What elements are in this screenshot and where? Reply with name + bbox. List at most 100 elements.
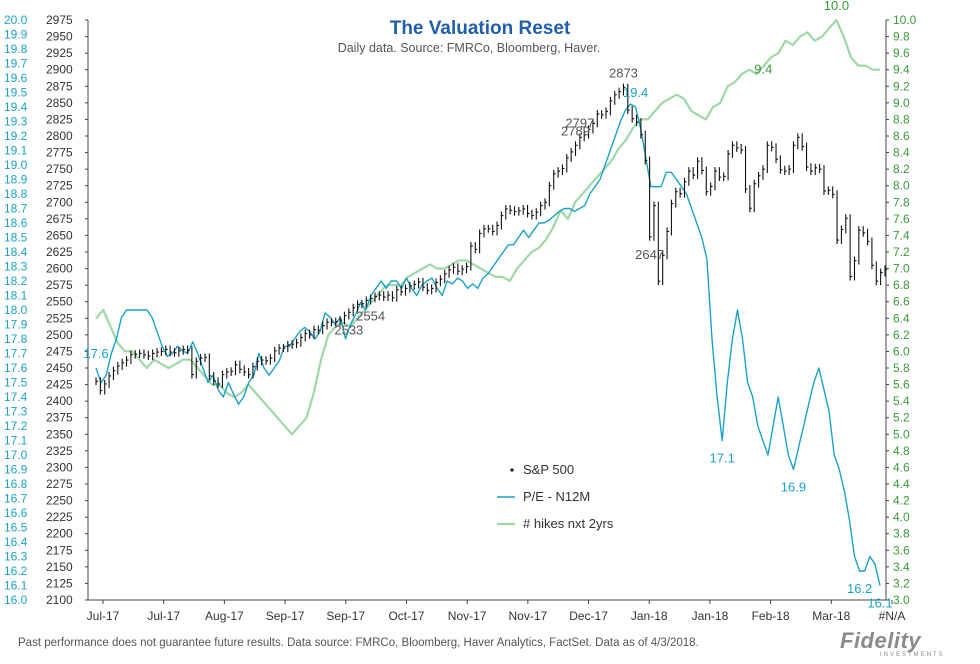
- left-axis-tick-label: 16.9: [4, 463, 28, 477]
- middle-axis-tick-label: 2100: [46, 593, 73, 607]
- right-axis-tick-label: 6.6: [893, 295, 910, 309]
- annotation-label: 16.9: [781, 480, 806, 495]
- middle-axis-tick-label: 2350: [46, 427, 73, 441]
- middle-axis-tick-label: 2750: [46, 162, 73, 176]
- left-axis-tick-label: 19.7: [4, 57, 28, 71]
- right-axis-tick-label: 5.8: [893, 361, 910, 375]
- left-axis-tick-label: 16.4: [4, 535, 28, 549]
- middle-axis-tick-label: 2575: [46, 278, 73, 292]
- left-axis-tick-label: 18.4: [4, 245, 28, 259]
- right-axis-tick-label: 7.0: [893, 262, 910, 276]
- left-axis-tick-label: 17.5: [4, 376, 28, 390]
- annotation-label: 17.1: [710, 451, 735, 466]
- pe-series-line: [95, 103, 881, 586]
- left-axis-tick-label: 17.7: [4, 347, 28, 361]
- right-axis-tick-label: 5.6: [893, 378, 910, 392]
- chart-subtitle: Daily data. Source: FMRCo, Bloomberg, Ha…: [338, 41, 601, 55]
- right-axis-tick-label: 4.0: [893, 510, 910, 524]
- left-axis-tick-label: 16.1: [4, 579, 28, 593]
- left-axis-tick-label: 18.7: [4, 202, 28, 216]
- right-axis-tick-label: 6.8: [893, 278, 910, 292]
- x-axis-tick-label: Dec-17: [569, 609, 608, 623]
- right-axis-tick-label: 9.4: [893, 63, 910, 77]
- middle-axis-tick-label: 2675: [46, 212, 73, 226]
- annotation-label: 2533: [334, 322, 363, 337]
- x-axis-tick-label: Sep-17: [266, 609, 305, 623]
- right-axis-tick-label: 9.8: [893, 30, 910, 44]
- right-axis-tick-label: 5.0: [893, 427, 910, 441]
- middle-axis-tick-label: 2625: [46, 245, 73, 259]
- x-axis-tick-label: Aug-17: [205, 609, 244, 623]
- legend: S&P 500 P/E - N12M # hikes nxt 2yrs: [497, 462, 614, 531]
- left-axis-tick-label: 18.3: [4, 260, 28, 274]
- middle-axis-tick-label: 2825: [46, 112, 73, 126]
- x-axis-tick-label: Jul-17: [87, 609, 120, 623]
- middle-axis-tick-label: 2500: [46, 328, 73, 342]
- left-axis-tick-label: 17.3: [4, 405, 28, 419]
- annotation-label: 9.4: [754, 62, 772, 77]
- left-axis-tick-label: 16.2: [4, 564, 28, 578]
- middle-axis-tick-label: 2300: [46, 460, 73, 474]
- middle-axis-tick-label: 2450: [46, 361, 73, 375]
- right-axis-tick-label: 8.6: [893, 129, 910, 143]
- middle-axis-tick-label: 2850: [46, 96, 73, 110]
- left-axis-tick-label: 19.4: [4, 100, 28, 114]
- fidelity-logo-subtext: INVESTMENTS: [880, 652, 945, 658]
- right-axis-tick-label: 10.0: [893, 13, 917, 27]
- annotation-label: 2789: [561, 123, 590, 138]
- middle-axis-tick-label: 2650: [46, 228, 73, 242]
- right-axis-tick-label: 8.0: [893, 179, 910, 193]
- left-axis-tick-label: 16.6: [4, 506, 28, 520]
- right-axis-tick-label: 3.4: [893, 560, 910, 574]
- right-axis-tick-label: 4.4: [893, 477, 910, 491]
- x-axis-tick-label: Jan-18: [631, 609, 668, 623]
- left-axis-tick-label: 18.5: [4, 231, 28, 245]
- middle-axis-tick-label: 2975: [46, 13, 73, 27]
- x-axis-tick-label: Sep-17: [326, 609, 365, 623]
- right-axis-tick-label: 9.2: [893, 79, 910, 93]
- left-axis-tick-label: 19.3: [4, 115, 28, 129]
- middle-axis-tick-label: 2475: [46, 344, 73, 358]
- x-axis-tick-label: Oct-17: [388, 609, 424, 623]
- right-axis-tick-label: 6.4: [893, 311, 910, 325]
- left-axis-tick-label: 17.4: [4, 390, 28, 404]
- left-axis-tick-label: 19.2: [4, 129, 28, 143]
- right-axis-tick-label: 4.2: [893, 494, 910, 508]
- left-axis-tick-label: 17.2: [4, 419, 28, 433]
- middle-axis-tick-label: 2700: [46, 195, 73, 209]
- middle-axis-tick-label: 2175: [46, 543, 73, 557]
- spx-series: [95, 83, 887, 395]
- legend-swatch-spx: [510, 468, 514, 472]
- left-axis-tick-label: 17.8: [4, 332, 28, 346]
- left-axis-tick-label: 20.0: [4, 13, 28, 27]
- middle-axis-tick-label: 2225: [46, 510, 73, 524]
- x-axis-tick-label: #N/A: [879, 609, 906, 623]
- right-axis-tick-label: 6.2: [893, 328, 910, 342]
- middle-axis-tick-label: 2200: [46, 527, 73, 541]
- middle-axis-tick-label: 2725: [46, 179, 73, 193]
- left-axis-tick-label: 19.8: [4, 42, 28, 56]
- annotation-label: 2797: [565, 115, 594, 130]
- annotation-label: 2647: [635, 247, 664, 262]
- annotation-label: 16.1: [867, 596, 892, 611]
- right-axis-tick-label: 7.6: [893, 212, 910, 226]
- middle-axis-tick-label: 2875: [46, 79, 73, 93]
- x-axis-tick-label: Nov-17: [448, 609, 487, 623]
- left-axis-tick-label: 17.1: [4, 434, 28, 448]
- left-axis-tick-label: 19.5: [4, 86, 28, 100]
- right-axis-tick-label: 3.6: [893, 543, 910, 557]
- annotation-label: 17.6: [83, 346, 108, 361]
- footer-disclaimer: Past performance does not guarantee futu…: [18, 637, 699, 649]
- middle-axis-tick-label: 2900: [46, 63, 73, 77]
- middle-axis-tick-label: 2275: [46, 477, 73, 491]
- middle-axis-tick-label: 2525: [46, 311, 73, 325]
- x-axis-tick-label: Jan-18: [692, 609, 729, 623]
- left-axis-tick-label: 16.0: [4, 593, 28, 607]
- x-axis-tick-label: Nov-17: [509, 609, 548, 623]
- series-layer: [95, 18, 887, 586]
- left-axis-tick-label: 18.8: [4, 187, 28, 201]
- middle-axis-tick-label: 2150: [46, 560, 73, 574]
- x-axis-tick-label: Mar-18: [812, 609, 850, 623]
- middle-axis-tick-label: 2325: [46, 444, 73, 458]
